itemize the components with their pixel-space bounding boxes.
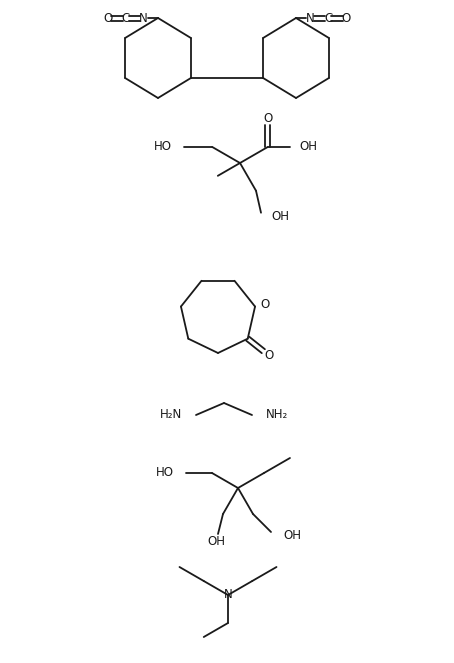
Text: H₂N: H₂N (160, 408, 182, 422)
Text: HO: HO (156, 467, 174, 479)
Text: O: O (263, 111, 272, 125)
Text: N: N (139, 11, 148, 25)
Text: OH: OH (300, 141, 318, 154)
Text: O: O (264, 349, 273, 362)
Text: N: N (306, 11, 315, 25)
Text: OH: OH (207, 536, 225, 548)
Text: C: C (324, 11, 332, 25)
Text: HO: HO (154, 141, 172, 154)
Text: NH₂: NH₂ (266, 408, 288, 422)
Text: N: N (224, 589, 232, 601)
Text: C: C (122, 11, 130, 25)
Text: O: O (342, 11, 351, 25)
Text: O: O (103, 11, 112, 25)
Text: OH: OH (271, 210, 289, 223)
Text: O: O (260, 298, 269, 311)
Text: OH: OH (283, 530, 301, 542)
